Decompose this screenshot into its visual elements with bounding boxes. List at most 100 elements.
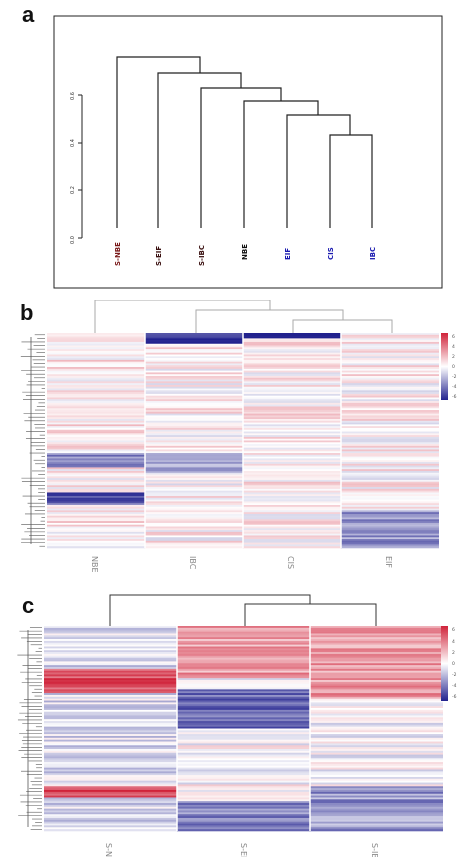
heatmap-cell: [310, 670, 443, 673]
heatmap-cell: [47, 451, 145, 454]
heatmap-cell: [145, 368, 243, 371]
heatmap-cell: [310, 652, 443, 655]
heatmap-cell: [47, 415, 145, 418]
heatmap-cell: [145, 476, 243, 479]
heatmap-cell: [177, 739, 310, 742]
heatmap-cell: [145, 422, 243, 425]
heatmap-cell: [341, 402, 439, 405]
heatmap-cell: [341, 435, 439, 438]
heatmap-cell: [145, 496, 243, 499]
heatmap-cell: [47, 454, 145, 457]
column-labels-c: S-NBE S-EIF S-IBC: [104, 843, 379, 857]
heatmap-cell: [310, 709, 443, 713]
heatmap-cell: [243, 531, 341, 534]
heatmap-cell: [44, 721, 177, 724]
heatmap-cell: [341, 492, 439, 495]
heatmap-cell: [243, 427, 341, 431]
heatmap-cell: [310, 734, 443, 737]
heatmap-cell: [47, 401, 145, 404]
heatmap-cell: [243, 341, 341, 345]
heatmap-cell: [243, 404, 341, 407]
heatmap-cell: [44, 786, 177, 789]
heatmap-cell: [47, 470, 145, 474]
legend-tick: 6: [452, 334, 455, 340]
heatmap-cell: [310, 639, 443, 642]
heatmap-cell: [47, 501, 145, 504]
heatmap-cell: [44, 726, 177, 729]
heatmap-cell: [341, 535, 439, 538]
heatmap-cell: [44, 816, 177, 819]
heatmap-cell: [341, 397, 439, 400]
heatmap-cell: [243, 393, 341, 397]
heatmap-cell: [177, 670, 310, 673]
heatmap-cell: [310, 829, 443, 832]
heatmap-cell: [177, 773, 310, 776]
heatmap-cell: [310, 801, 443, 804]
heatmap-cell: [177, 637, 310, 640]
heatmap-cell: [310, 812, 443, 815]
heatmap-cell: [177, 758, 310, 761]
column-dendrogram-b: [94, 300, 393, 333]
legend-tick: -2: [452, 374, 457, 380]
heatmap-cell: [145, 440, 243, 443]
heatmap-cell: [47, 496, 145, 499]
heatmap-cell: [145, 393, 243, 397]
heatmap-cell: [341, 483, 439, 486]
heatmap-cell: [44, 791, 177, 795]
heatmap-cell: [44, 680, 177, 683]
heatmap-cell: [145, 341, 243, 345]
branch-eif: [286, 114, 351, 228]
heatmap-cell: [177, 747, 310, 750]
heatmap-cell: [310, 691, 443, 694]
heatmap-cell: [243, 539, 341, 542]
heatmap-cell: [145, 401, 243, 404]
heatmap-cell: [145, 367, 243, 370]
heatmap-cell: [44, 706, 177, 709]
heatmap-cell: [47, 404, 145, 407]
heatmap-cell: [145, 444, 243, 447]
heatmap-cell: [145, 470, 243, 474]
heatmap-cell: [341, 390, 439, 393]
heatmap-cell: [243, 462, 341, 465]
heatmap-cell: [145, 336, 243, 339]
heatmap-cell: [243, 510, 341, 513]
branch-nbe: [243, 100, 319, 228]
heatmap-cell: [47, 379, 145, 382]
heatmap-cell: [243, 419, 341, 422]
heatmap-cell: [47, 435, 145, 438]
heatmap-cell: [145, 546, 243, 549]
heatmap-cell: [177, 722, 310, 726]
heatmap-cell: [145, 411, 243, 414]
heatmap-cell: [243, 345, 341, 348]
heatmap-cell: [145, 506, 243, 509]
heatmap-cell: [341, 501, 439, 504]
heatmap-cell: [145, 388, 243, 391]
heatmap-cell: [243, 442, 341, 445]
heatmap-cell: [47, 358, 145, 361]
heatmap-cell: [341, 347, 439, 350]
heatmap-cell: [47, 513, 145, 517]
heatmap-cell: [177, 693, 310, 696]
heatmap-cell: [177, 668, 310, 672]
heatmap-cell: [47, 374, 145, 377]
heatmap-cell: [145, 356, 243, 359]
heatmap-cell: [44, 728, 177, 731]
heatmap-cell: [177, 819, 310, 822]
heatmap-cell: [44, 730, 177, 733]
heatmap-cell: [47, 515, 145, 518]
heatmap-cell: [243, 451, 341, 454]
heatmap-cell: [44, 676, 177, 679]
heatmap-cell: [47, 356, 145, 359]
heatmap-cell: [47, 546, 145, 549]
col-branch: [94, 300, 271, 333]
heatmap-cell: [243, 463, 341, 466]
heatmap-cell: [44, 717, 177, 720]
heatmap-cell: [177, 817, 310, 821]
heatmap-cell: [177, 626, 310, 629]
heatmap-cell: [44, 650, 177, 653]
heatmap-cell: [341, 368, 439, 371]
heatmap-cell: [341, 379, 439, 382]
heatmap-cell: [243, 440, 341, 443]
heatmap-panel-c: 6 4 2 0 -2 -4 -6 S-NBE S-EIF S-IBC: [17, 594, 457, 857]
heatmap-cell: [47, 528, 145, 531]
